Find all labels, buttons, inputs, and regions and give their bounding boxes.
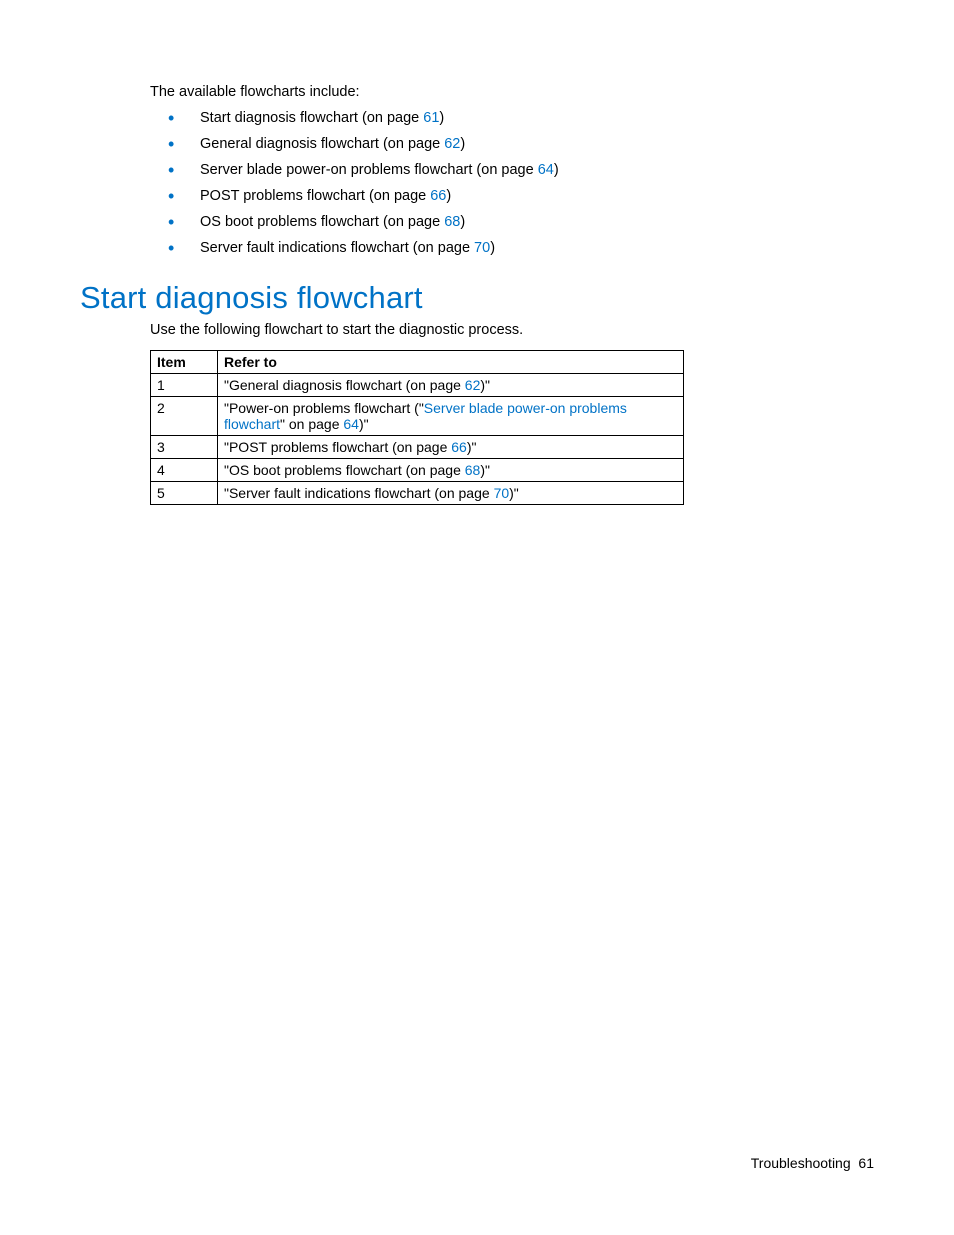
cell-item: 1 bbox=[151, 374, 218, 397]
table-row: 4"OS boot problems flowchart (on page 68… bbox=[151, 459, 684, 482]
list-item: POST problems flowchart (on page 66) bbox=[168, 188, 874, 204]
list-item-prefix: Server fault indications flowchart (on p… bbox=[200, 240, 474, 256]
cell-refer: "General diagnosis flowchart (on page 62… bbox=[218, 374, 684, 397]
list-item: OS boot problems flowchart (on page 68) bbox=[168, 214, 874, 230]
list-item: Start diagnosis flowchart (on page 61) bbox=[168, 110, 874, 126]
list-item: Server fault indications flowchart (on p… bbox=[168, 240, 874, 256]
page-content: The available flowcharts include: Start … bbox=[0, 0, 954, 505]
page-link[interactable]: 64 bbox=[343, 416, 359, 432]
page-link[interactable]: 62 bbox=[465, 377, 481, 393]
reference-table: Item Refer to 1"General diagnosis flowch… bbox=[150, 350, 684, 505]
cell-refer: "Power-on problems flowchart ("Server bl… bbox=[218, 397, 684, 436]
th-item: Item bbox=[151, 351, 218, 374]
list-item-prefix: OS boot problems flowchart (on page bbox=[200, 214, 444, 230]
list-item-suffix: ) bbox=[460, 214, 465, 230]
text-segment: )" bbox=[467, 439, 477, 455]
flowchart-list: Start diagnosis flowchart (on page 61) G… bbox=[168, 110, 874, 256]
page-link[interactable]: 70 bbox=[474, 240, 490, 256]
table-row: 2"Power-on problems flowchart ("Server b… bbox=[151, 397, 684, 436]
list-item-suffix: ) bbox=[490, 240, 495, 256]
text-segment: )" bbox=[509, 485, 519, 501]
page-link[interactable]: 61 bbox=[423, 110, 439, 126]
cell-refer: "OS boot problems flowchart (on page 68)… bbox=[218, 459, 684, 482]
section-heading: Start diagnosis flowchart bbox=[80, 280, 874, 316]
page-link[interactable]: 70 bbox=[494, 485, 510, 501]
cell-item: 3 bbox=[151, 436, 218, 459]
list-item: Server blade power-on problems flowchart… bbox=[168, 162, 874, 178]
page-link[interactable]: 68 bbox=[465, 462, 481, 478]
table-row: 3"POST problems flowchart (on page 66)" bbox=[151, 436, 684, 459]
cell-item: 4 bbox=[151, 459, 218, 482]
page-link[interactable]: 68 bbox=[444, 214, 460, 230]
text-segment: )" bbox=[480, 462, 490, 478]
list-item-prefix: Start diagnosis flowchart (on page bbox=[200, 110, 423, 126]
text-segment: "OS boot problems flowchart (on page bbox=[224, 462, 465, 478]
page-link[interactable]: 62 bbox=[444, 136, 460, 152]
text-segment: "POST problems flowchart (on page bbox=[224, 439, 451, 455]
th-refer: Refer to bbox=[218, 351, 684, 374]
table-row: 5 "Server fault indications flowchart (on… bbox=[151, 482, 684, 505]
intro-paragraph: The available flowcharts include: bbox=[150, 84, 874, 100]
text-segment: " on page bbox=[280, 416, 343, 432]
list-item-suffix: ) bbox=[460, 136, 465, 152]
page-link[interactable]: 66 bbox=[430, 188, 446, 204]
list-item: General diagnosis flowchart (on page 62) bbox=[168, 136, 874, 152]
footer-page: 61 bbox=[858, 1155, 874, 1171]
list-item-prefix: Server blade power-on problems flowchart… bbox=[200, 162, 538, 178]
list-item-prefix: General diagnosis flowchart (on page bbox=[200, 136, 444, 152]
text-segment: "Power-on problems flowchart (" bbox=[224, 400, 424, 416]
page-link[interactable]: 64 bbox=[538, 162, 554, 178]
cell-refer: "Server fault indications flowchart (on … bbox=[218, 482, 684, 505]
table-header-row: Item Refer to bbox=[151, 351, 684, 374]
footer-label: Troubleshooting bbox=[751, 1155, 851, 1171]
page-link[interactable]: 66 bbox=[451, 439, 467, 455]
cell-item: 2 bbox=[151, 397, 218, 436]
list-item-suffix: ) bbox=[446, 188, 451, 204]
text-segment: "Server fault indications flowchart (on … bbox=[224, 485, 494, 501]
text-segment: "General diagnosis flowchart (on page bbox=[224, 377, 465, 393]
text-segment: )" bbox=[359, 416, 369, 432]
table-row: 1"General diagnosis flowchart (on page 6… bbox=[151, 374, 684, 397]
page-footer: Troubleshooting 61 bbox=[751, 1155, 874, 1171]
section-intro-paragraph: Use the following flowchart to start the… bbox=[150, 322, 874, 338]
text-segment: )" bbox=[480, 377, 490, 393]
cell-refer: "POST problems flowchart (on page 66)" bbox=[218, 436, 684, 459]
cell-item: 5 bbox=[151, 482, 218, 505]
list-item-prefix: POST problems flowchart (on page bbox=[200, 188, 430, 204]
list-item-suffix: ) bbox=[439, 110, 444, 126]
list-item-suffix: ) bbox=[554, 162, 559, 178]
